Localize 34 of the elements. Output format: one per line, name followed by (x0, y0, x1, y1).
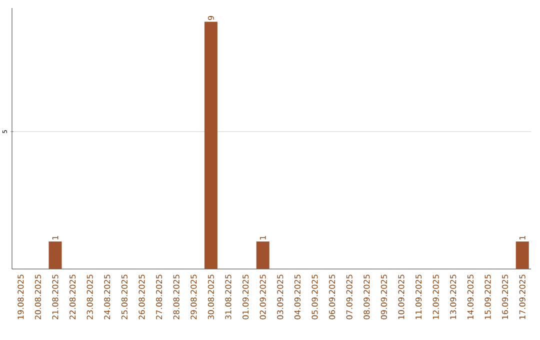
x-tick-label: 10.09.2025 (398, 274, 404, 319)
x-tick-label: 13.09.2025 (450, 274, 456, 319)
x-tick-label: 22.08.2025 (70, 274, 76, 320)
data-label: 9 (208, 16, 214, 20)
x-tick-label: 23.08.2025 (86, 274, 93, 320)
x-tick-label: 27.08.2025 (156, 274, 162, 320)
x-tick-label: 20.08.2025 (34, 274, 41, 320)
x-tick-label: 17.09.2025 (519, 274, 526, 319)
x-tick-label: 16.09.2025 (502, 274, 508, 319)
x-tick-label: 21.08.2025 (52, 274, 58, 320)
x-tick-label: 19.08.2025 (18, 274, 24, 319)
x-tick-label: 28.08.2025 (173, 274, 180, 320)
data-label: 1 (519, 236, 526, 240)
x-tick-label: 05.09.2025 (312, 274, 318, 320)
data-label: 1 (260, 236, 266, 240)
x-tick-label: 31.08.2025 (225, 274, 232, 320)
x-tick-label: 08.09.2025 (364, 274, 370, 320)
x-tick-label: 09.09.2025 (380, 274, 387, 320)
x-tick-label: 12.09.2025 (432, 274, 439, 319)
x-tick-label: 02.09.2025 (260, 274, 266, 320)
x-tick-label: 07.09.2025 (346, 274, 352, 320)
x-tick-label: 24.08.2025 (104, 274, 110, 320)
x-tick-label: 11.09.2025 (416, 274, 422, 319)
x-tick-label: 30.08.2025 (208, 274, 214, 320)
x-tick-label: 29.08.2025 (190, 274, 197, 320)
x-tick-label: 14.09.2025 (467, 274, 474, 319)
x-tick-label: 06.09.2025 (329, 274, 336, 320)
x-tick-label: 01.09.2025 (242, 274, 249, 320)
data-label: 1 (52, 236, 58, 240)
x-tick-label: 26.08.2025 (138, 274, 145, 320)
x-tick-label: 03.09.2025 (277, 274, 284, 320)
x-tick-label: 15.09.2025 (484, 274, 491, 319)
x-tick-label: 25.08.2025 (121, 274, 128, 320)
x-tick-label: 04.09.2025 (294, 274, 300, 320)
